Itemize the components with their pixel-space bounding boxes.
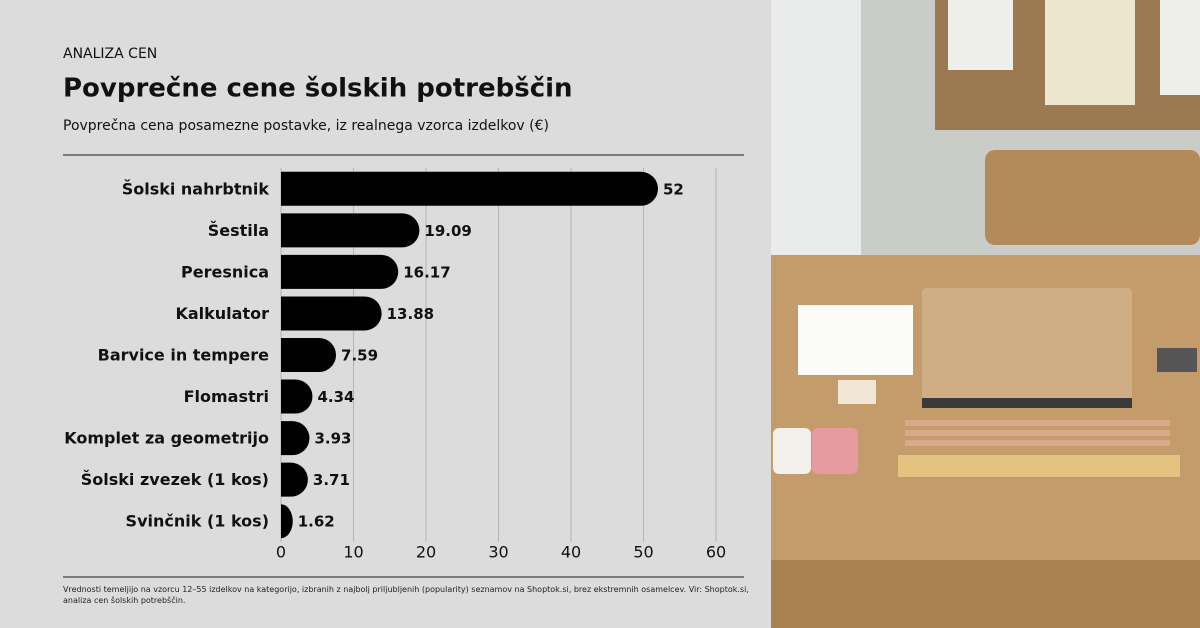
chart-title: Povprečne cene šolskih potrebščin	[63, 74, 573, 104]
y-tick-label: Komplet za geometrijo	[64, 429, 269, 448]
x-tick-label: 60	[706, 543, 726, 562]
y-tick-label: Flomastri	[184, 387, 269, 406]
bar	[281, 171, 658, 206]
bar	[281, 379, 313, 414]
note: Vrednosti temeljijo na vzorcu 12–55 izde…	[63, 585, 749, 605]
y-tick-label: Šolski nahrbtnik	[122, 179, 270, 198]
value-label: 3.71	[313, 471, 350, 489]
value-label: 3.93	[314, 430, 351, 448]
value-label: 52	[663, 180, 684, 198]
kicker: ANALIZA CEN	[63, 46, 157, 62]
x-tick-label: 40	[561, 543, 581, 562]
bar	[281, 338, 337, 372]
x-tick-label: 10	[343, 543, 363, 562]
subtitle: Povprečna cena posamezne postavke, iz re…	[63, 118, 549, 134]
y-tick-label: Kalkulator	[175, 304, 269, 323]
value-label: 13.88	[387, 305, 434, 323]
y-tick-label: Šestila	[208, 221, 269, 240]
bar	[281, 296, 382, 331]
photo	[771, 0, 1200, 628]
bar	[281, 504, 293, 539]
bar	[281, 462, 308, 497]
y-tick-label: Barvice in tempere	[98, 346, 270, 365]
x-tick-label: 20	[416, 543, 436, 562]
value-label: 7.59	[341, 347, 378, 365]
value-label: 19.09	[424, 222, 471, 240]
bar	[281, 254, 399, 289]
y-tick-label: Svinčnik (1 kos)	[126, 512, 269, 531]
y-tick-label: Šolski zvezek (1 kos)	[81, 470, 269, 489]
value-label: 16.17	[403, 263, 450, 281]
x-tick-label: 50	[633, 543, 653, 562]
x-tick-label: 30	[488, 543, 508, 562]
y-tick-label: Peresnica	[181, 262, 269, 281]
bar	[281, 213, 420, 248]
bar	[281, 421, 310, 456]
value-label: 4.34	[317, 388, 354, 406]
x-tick-label: 0	[276, 543, 286, 562]
value-label: 1.62	[298, 513, 335, 531]
note-box: Vrednosti temeljijo na vzorcu 12–55 izde…	[63, 585, 749, 605]
